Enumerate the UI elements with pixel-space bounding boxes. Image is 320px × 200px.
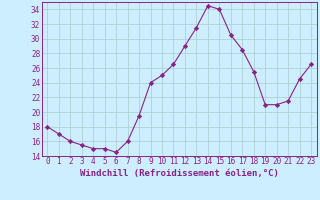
X-axis label: Windchill (Refroidissement éolien,°C): Windchill (Refroidissement éolien,°C) (80, 169, 279, 178)
